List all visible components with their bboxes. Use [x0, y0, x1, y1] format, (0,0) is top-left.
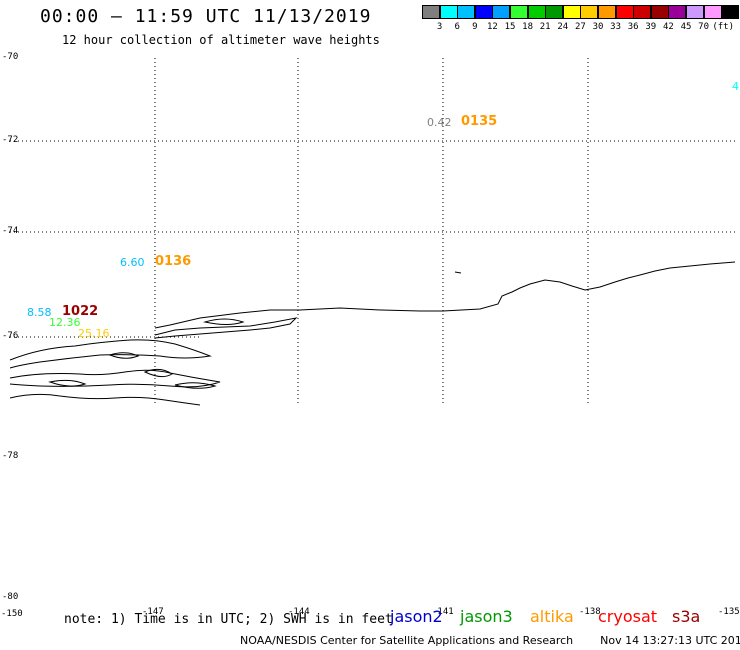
- latitude-label: -80: [2, 592, 19, 602]
- color-scale-tick: 36: [627, 22, 639, 32]
- color-scale-tick: 27: [574, 22, 586, 32]
- color-scale-unit: (ft): [712, 22, 735, 32]
- longitude-label: -135: [718, 607, 740, 617]
- color-swatch: [668, 5, 687, 19]
- color-swatch: [598, 5, 616, 19]
- satellite-label-altika: altika: [530, 607, 574, 626]
- color-swatch: [492, 5, 511, 19]
- color-scale-tick: 24: [557, 22, 569, 32]
- longitude-label: -147: [142, 607, 164, 617]
- coastline: [9, 261, 736, 406]
- obs-swh: 0.42: [427, 116, 452, 129]
- color-swatch: [457, 5, 476, 19]
- obs-time: 1022: [62, 304, 99, 319]
- obs-swh: 12.36: [49, 316, 81, 329]
- color-swatch: [633, 5, 652, 19]
- color-swatch: [580, 5, 599, 19]
- longitude-label: -150: [1, 609, 23, 619]
- latitude-label: -74: [2, 226, 19, 236]
- obs-swh: 25.16: [78, 327, 110, 340]
- color-swatch: [686, 5, 704, 19]
- graticule: [10, 58, 735, 405]
- color-scale-tick: 21: [539, 22, 551, 32]
- obs-swh: 4: [732, 80, 739, 93]
- longitude-label: -141: [432, 607, 454, 617]
- obs-time: 0135: [461, 114, 498, 129]
- color-swatch: [545, 5, 564, 19]
- color-swatch: [721, 5, 740, 19]
- obs-time: 0136: [155, 254, 192, 269]
- latitude-label: -78: [2, 451, 19, 461]
- latitude-label: -72: [2, 135, 19, 145]
- color-scale-tick: 18: [522, 22, 534, 32]
- satellite-label-jason3: jason3: [460, 607, 513, 626]
- color-swatch: [474, 5, 493, 19]
- color-scale-tick: 30: [592, 22, 604, 32]
- color-swatch: [703, 5, 722, 19]
- color-swatch: [439, 5, 458, 19]
- color-swatch: [650, 5, 669, 19]
- satellite-label-cryosat: cryosat: [598, 607, 658, 626]
- color-scale-tick: 33: [610, 22, 622, 32]
- map-title: 00:00 – 11:59 UTC 11/13/2019: [40, 6, 372, 27]
- longitude-label: -144: [288, 607, 310, 617]
- obs-swh: 6.60: [120, 256, 145, 269]
- color-swatch: [615, 5, 634, 19]
- latitude-label: -76: [2, 331, 19, 341]
- credit-text: NOAA/NESDIS Center for Satellite Applica…: [240, 634, 740, 647]
- latitude-label: -70: [2, 52, 19, 62]
- color-scale-tick: 12: [486, 22, 498, 32]
- color-scale-tick: 9: [472, 22, 478, 32]
- credit-org: NOAA/NESDIS Center for Satellite Applica…: [240, 634, 574, 647]
- color-scale-tick: 45: [680, 22, 692, 32]
- color-scale-tick: 39: [645, 22, 657, 32]
- satellite-label-jason2: jason2: [390, 607, 443, 626]
- color-swatch: [562, 5, 581, 19]
- obs-swh: 8.58: [27, 306, 52, 319]
- color-swatch: [510, 5, 528, 19]
- color-scale-tick: 6: [454, 22, 460, 32]
- map-subtitle: 12 hour collection of altimeter wave hei…: [62, 33, 380, 47]
- longitude-label: -138: [579, 607, 601, 617]
- color-scale-tick: 70: [698, 22, 710, 32]
- satellite-label-s3a: s3a: [672, 607, 701, 626]
- color-scale-tick: 15: [504, 22, 516, 32]
- color-scale-tick: 42: [662, 22, 674, 32]
- color-swatch: [422, 5, 440, 19]
- color-scale-tick: 3: [436, 22, 443, 32]
- color-swatch: [527, 5, 546, 19]
- footer-note: note: 1) Time is in UTC; 2) SWH is in fe…: [64, 612, 393, 627]
- credit-timestamp: Nov 14 13:27:13 UTC 2019: [600, 634, 740, 647]
